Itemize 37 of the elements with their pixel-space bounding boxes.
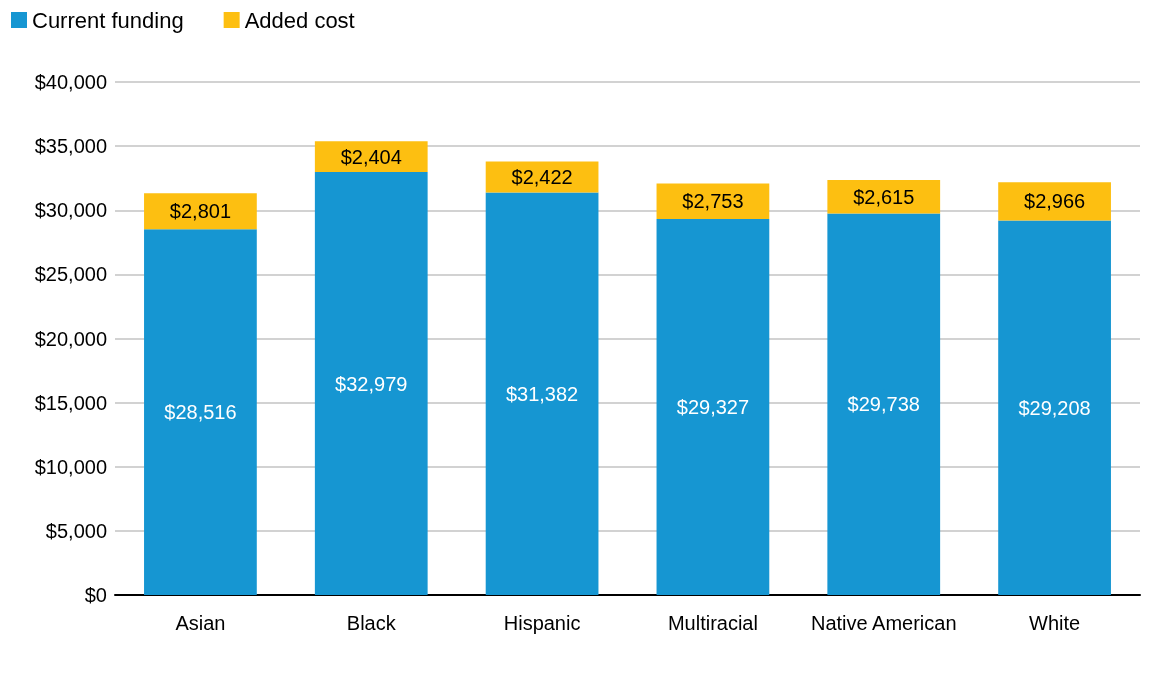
x-tick-label: Native American xyxy=(810,612,957,634)
y-tick-label: $5,000 xyxy=(45,519,107,542)
bar xyxy=(998,220,1111,595)
y-tick-label: $25,000 xyxy=(34,263,107,286)
y-tick-label: $35,000 xyxy=(34,135,107,158)
bar xyxy=(827,213,941,595)
y-tick-label: $40,000 xyxy=(34,71,107,93)
x-tick-label: Multiracial xyxy=(667,612,758,634)
data-label: $2,753 xyxy=(682,190,744,213)
x-tick-label: Asian xyxy=(175,612,226,634)
bar xyxy=(827,180,941,214)
data-label: $29,327 xyxy=(676,395,750,418)
data-label: $2,422 xyxy=(511,165,573,188)
data-label: $29,208 xyxy=(1018,396,1091,419)
data-label: $2,404 xyxy=(340,145,402,168)
bar xyxy=(144,229,257,595)
bar xyxy=(485,161,599,193)
bar xyxy=(485,192,599,595)
y-tick-label: $15,000 xyxy=(34,391,107,414)
legend-label: Added cost xyxy=(244,7,355,33)
y-tick-label: $30,000 xyxy=(34,199,107,222)
y-tick-label: $0 xyxy=(84,584,107,606)
data-label: $29,738 xyxy=(847,393,920,416)
bar xyxy=(314,172,428,595)
data-label: $2,966 xyxy=(1024,190,1086,213)
legend-label: Current funding xyxy=(32,7,184,33)
data-label: $31,382 xyxy=(505,382,579,405)
x-tick-label: White xyxy=(1029,612,1081,634)
data-label: $2,615 xyxy=(853,185,915,208)
data-label: $32,979 xyxy=(335,372,408,395)
data-label: $2,801 xyxy=(169,200,231,223)
y-tick-label: $20,000 xyxy=(34,327,107,350)
x-tick-label: Black xyxy=(346,612,397,634)
x-tick-label: Hispanic xyxy=(503,612,581,634)
y-tick-label: $10,000 xyxy=(34,455,107,478)
bar xyxy=(656,218,770,595)
data-label: $28,516 xyxy=(164,401,237,424)
